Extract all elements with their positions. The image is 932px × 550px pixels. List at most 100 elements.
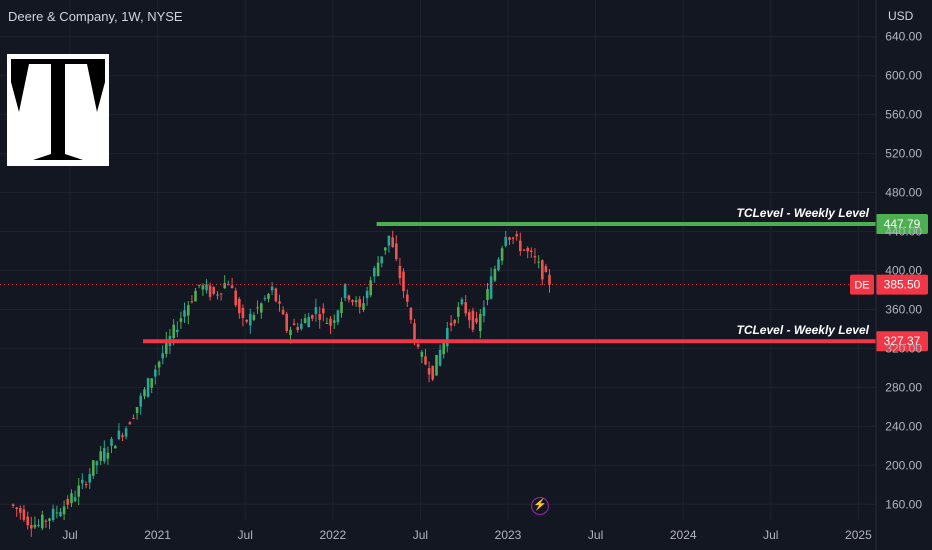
candle-body — [489, 276, 493, 299]
candle-body — [289, 329, 292, 336]
candle-body — [172, 324, 175, 339]
x-tick-label: 2023 — [495, 528, 522, 542]
candle-body — [92, 460, 95, 476]
x-tick-label: 2022 — [319, 528, 346, 542]
candle-body — [62, 506, 66, 515]
currency-label: USD — [888, 9, 914, 23]
last-price-value: 385.50 — [884, 278, 921, 292]
candle-body — [205, 284, 208, 291]
lightning-icon[interactable]: ⚡ — [531, 497, 549, 515]
candle-body — [511, 237, 515, 239]
candle-body — [427, 368, 431, 375]
candle-body — [482, 307, 486, 316]
candle-body — [245, 319, 248, 322]
candle-body — [278, 301, 281, 304]
level-label: TCLevel - Weekly Level — [736, 323, 869, 337]
candle-body — [354, 300, 358, 303]
candle-body — [150, 378, 153, 388]
candle-body — [249, 313, 252, 326]
candle-body — [15, 507, 18, 510]
candle-body — [395, 243, 398, 260]
candle-body — [44, 520, 48, 522]
symbol-tag-text: DE — [854, 280, 869, 292]
candle-body — [303, 318, 307, 323]
y-tick-label: 280.00 — [885, 380, 922, 394]
candle-body — [110, 438, 113, 446]
candle-body — [51, 508, 55, 520]
candle-body — [281, 310, 285, 315]
candle-body — [333, 320, 336, 323]
candle-body — [453, 320, 456, 324]
candle-body — [55, 512, 59, 514]
candle-body — [311, 315, 314, 319]
candle-body — [307, 316, 310, 328]
y-tick-label: 400.00 — [885, 264, 922, 278]
candle-body — [387, 235, 391, 246]
candle-body — [95, 461, 99, 466]
candle-body — [212, 287, 215, 294]
candle-body — [325, 323, 329, 325]
candle-body — [143, 389, 146, 397]
candle-body — [431, 365, 434, 380]
y-tick-label: 440.00 — [885, 225, 922, 239]
candle-body — [263, 298, 267, 300]
candle-body — [497, 259, 500, 270]
candle-body — [241, 307, 245, 318]
candle-body — [530, 250, 533, 253]
candle-body — [300, 323, 303, 329]
candle-body — [135, 407, 139, 414]
candle-body — [541, 260, 544, 280]
candle-body — [446, 328, 449, 347]
candle-body — [154, 369, 157, 377]
candle-body — [416, 344, 420, 347]
y-tick-label: 200.00 — [885, 458, 922, 472]
candle-body — [438, 349, 442, 366]
x-tick-label: Jul — [62, 528, 77, 542]
candle-body — [537, 261, 540, 263]
candle-body — [121, 435, 124, 437]
candle-body — [33, 524, 37, 528]
candle-body — [471, 310, 475, 330]
y-tick-label: 360.00 — [885, 302, 922, 316]
candle-body — [413, 323, 416, 344]
candle-body — [139, 395, 142, 407]
candle-body — [365, 290, 369, 299]
level-price-value: 327.37 — [884, 334, 921, 348]
candle-body — [343, 283, 347, 299]
candle-body — [460, 299, 464, 305]
candle-body — [256, 307, 259, 309]
candle-body — [132, 417, 135, 419]
candle-body — [424, 356, 427, 365]
candle-body — [296, 327, 299, 330]
candle-body — [486, 289, 489, 301]
candles — [11, 230, 551, 537]
candle-body — [548, 274, 551, 285]
candle-body — [292, 323, 296, 325]
grid — [0, 0, 876, 520]
candle-body — [457, 307, 460, 317]
candle-body — [260, 303, 263, 313]
axes: USD 640.00 600.00 560.00 520.00 480.00 440.00… — [62, 0, 922, 550]
candle-body — [26, 516, 29, 526]
candle-body — [504, 236, 507, 246]
candle-body — [216, 294, 219, 296]
candle-body — [165, 339, 168, 354]
tc-logo-icon — [7, 54, 109, 166]
candle-body — [442, 340, 445, 355]
candle-body — [347, 295, 351, 300]
candle-body — [267, 293, 270, 299]
x-tick-label: Jul — [588, 528, 603, 542]
level-label: TCLevel - Weekly Level — [736, 206, 869, 220]
candle-body — [103, 448, 106, 462]
candle-body — [402, 271, 405, 292]
candle-body — [322, 308, 325, 314]
candle-body — [475, 318, 478, 323]
x-tick-label: Jul — [413, 528, 428, 542]
candle-body — [114, 445, 117, 449]
y-tick-label: 240.00 — [885, 419, 922, 433]
candle-body — [314, 307, 318, 315]
symbol-title[interactable]: Deere & Company, 1W, NYSE — [8, 9, 183, 24]
x-tick-label: 2024 — [670, 528, 697, 542]
